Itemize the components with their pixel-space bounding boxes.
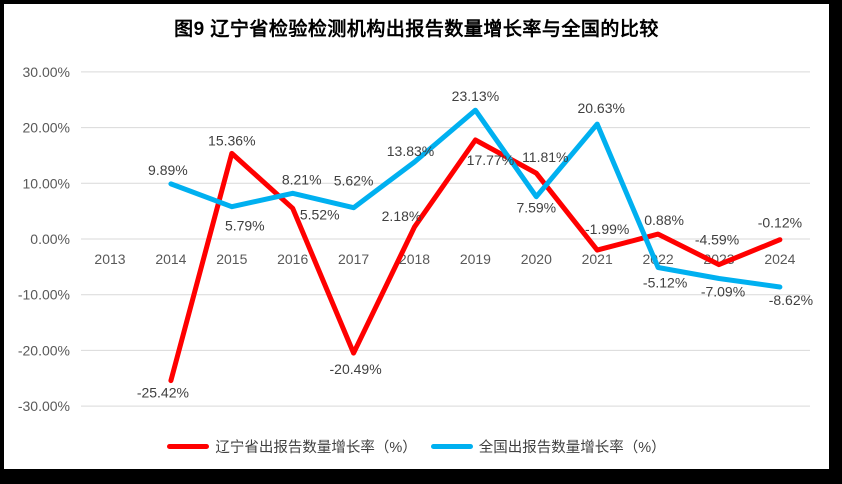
data-label-0: -0.12% [758, 215, 802, 231]
data-label-1: -7.09% [701, 283, 745, 299]
y-tick-label: 10.00% [23, 175, 70, 191]
data-label-0: -20.49% [330, 361, 382, 377]
chart-canvas: 图9 辽宁省检验检测机构出报告数量增长率与全国的比较 30.00% 20.00% 1… [4, 4, 829, 469]
y-tick-label: 0.00% [30, 231, 70, 247]
data-label-1: 8.21% [282, 171, 322, 187]
data-label-1: 20.63% [577, 100, 624, 116]
y-tick-label: 20.00% [23, 120, 70, 136]
data-label-1: 13.83% [387, 143, 434, 159]
data-label-1: 5.62% [334, 173, 374, 189]
legend-swatch-liaoning-icon [167, 444, 210, 449]
chart-title: 图9 辽宁省检验检测机构出报告数量增长率与全国的比较 [174, 19, 659, 40]
x-tick-label: 2024 [764, 251, 795, 267]
y-tick-label: -10.00% [18, 287, 70, 303]
x-tick-label: 2014 [155, 251, 186, 267]
x-tick-label: 2017 [338, 251, 369, 267]
y-tick-label: -20.00% [18, 342, 70, 358]
chart-legend: 辽宁省出报告数量增长率（%） 全国出报告数量增长率（%） [4, 436, 829, 457]
legend-swatch-national-icon [430, 444, 473, 449]
data-label-1: 23.13% [452, 88, 499, 104]
data-label-0: 11.81% [522, 149, 568, 165]
line-chart: 30.00% 20.00% 10.00% 0.00% -10.00% -20.00% -30… [18, 64, 813, 414]
data-label-1: 7.59% [516, 200, 556, 216]
legend-item-liaoning: 辽宁省出报告数量增长率（%） [167, 436, 417, 457]
data-label-0: -1.99% [585, 221, 629, 237]
x-tick-label: 2016 [277, 251, 308, 267]
x-tick-label: 2018 [399, 251, 430, 267]
data-label-0: 15.36% [208, 132, 255, 148]
x-tick-label: 2013 [94, 251, 125, 267]
data-label-0: -25.42% [137, 385, 189, 401]
y-tick-label: 30.00% [23, 64, 70, 80]
data-label-0: -4.59% [695, 232, 739, 248]
data-label-1: -8.62% [769, 292, 813, 308]
data-label-0: 17.77% [467, 152, 514, 168]
data-label-0: 0.88% [644, 212, 684, 228]
legend-label-national: 全国出报告数量增长率（%） [478, 440, 666, 456]
data-label-1: -5.12% [643, 275, 687, 291]
y-tick-label: -30.00% [18, 398, 70, 414]
data-label-0: 2.18% [382, 208, 422, 224]
data-label-1: 5.79% [225, 218, 265, 234]
legend-item-national: 全国出报告数量增长率（%） [430, 436, 666, 457]
data-label-1: 9.89% [148, 162, 188, 178]
data-label-0: 5.52% [300, 206, 340, 222]
x-tick-label: 2019 [460, 251, 491, 267]
x-tick-label: 2015 [216, 251, 247, 267]
legend-label-liaoning: 辽宁省出报告数量增长率（%） [215, 440, 417, 456]
series-line-1 [168, 107, 783, 290]
x-tick-label: 2021 [582, 251, 613, 267]
series-line-0 [168, 137, 783, 384]
x-tick-label: 2020 [521, 251, 552, 267]
